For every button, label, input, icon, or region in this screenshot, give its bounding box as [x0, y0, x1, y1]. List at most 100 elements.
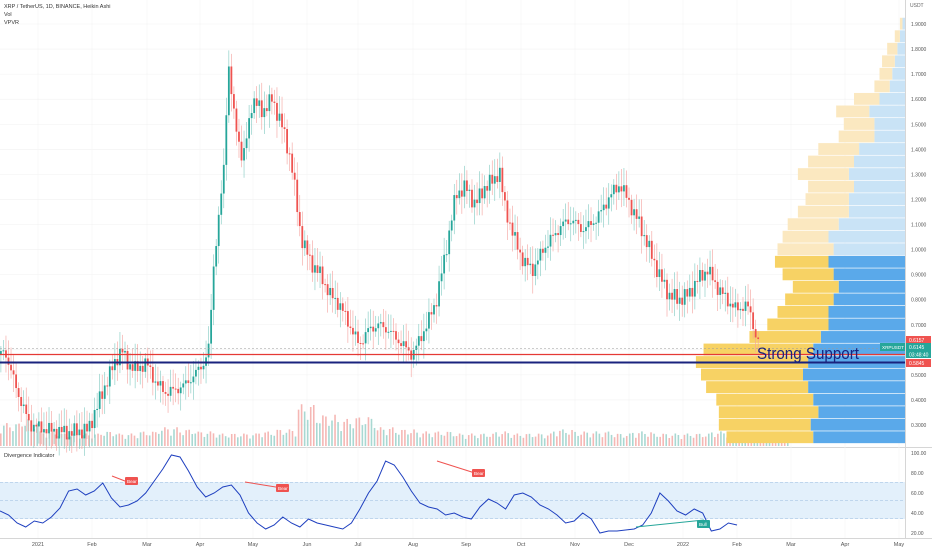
volume-bar [622, 437, 625, 446]
candle-body [341, 303, 344, 311]
oscillator-line [0, 454, 738, 534]
candle-body [443, 254, 446, 274]
bear-label-2[interactable] [276, 484, 289, 492]
volume-bar [63, 433, 66, 446]
candle-body [220, 193, 223, 215]
candle-body [303, 240, 306, 249]
strong-support-annotation[interactable]: Strong Support [757, 344, 859, 363]
candle-body [331, 287, 334, 299]
volume-bar [416, 432, 418, 446]
volume-bar [498, 436, 500, 446]
volume-bar [674, 433, 677, 446]
volume-bar [586, 432, 589, 446]
candle-body [0, 351, 2, 355]
bear-label-3-text: Bear [474, 471, 484, 476]
candle-body [390, 330, 392, 332]
vpvr-up-bar [820, 331, 905, 343]
vpvr-down-bar [777, 305, 829, 318]
candle-body [711, 266, 714, 281]
volume-bar [458, 433, 461, 446]
candle-body [438, 281, 440, 307]
candle-body [182, 383, 185, 388]
candle-body [354, 331, 357, 335]
volume-bar [680, 439, 683, 446]
vpvr-down-bar [843, 118, 875, 130]
volume-bar [170, 435, 172, 446]
volume-bar [54, 434, 57, 446]
candle-body [633, 209, 635, 216]
candle-body [498, 167, 501, 182]
time-tick-label: Jul [354, 542, 361, 548]
candle-body [574, 219, 577, 221]
candle-body [276, 102, 278, 121]
volume-bar [109, 432, 111, 446]
time-tick-label: Feb [732, 542, 741, 548]
candle-body [645, 235, 648, 248]
candle-body [557, 233, 559, 236]
volume-bar [495, 432, 497, 446]
bear-label-3[interactable] [472, 469, 485, 477]
candle-body [382, 322, 385, 328]
candle-body [739, 308, 742, 311]
candle-body [169, 386, 172, 396]
candle-body [96, 408, 99, 411]
volume-bar [598, 433, 601, 446]
volume-bar [212, 433, 215, 446]
candle-body [40, 421, 43, 433]
volume-bar [267, 431, 269, 446]
candle-body [187, 380, 190, 383]
vpvr-down-bar [782, 230, 829, 243]
candle-body [696, 280, 699, 282]
candle-body [731, 303, 734, 308]
candle-body [253, 98, 256, 114]
volume-bar [51, 431, 54, 446]
volume-bar [312, 404, 315, 446]
bear-label-1[interactable] [125, 477, 138, 485]
volume-bar [723, 433, 725, 446]
vpvr-down-bar [808, 155, 854, 168]
volume-bar [531, 437, 534, 446]
candle-body [488, 174, 491, 191]
candle-body [225, 115, 228, 165]
candle-body [151, 366, 154, 383]
bull-label[interactable] [697, 520, 710, 528]
volume-bar [540, 434, 543, 446]
volume-bar [224, 436, 227, 446]
candle-body [144, 358, 147, 372]
candle-body [314, 265, 316, 273]
volume-bar [653, 433, 655, 446]
vpvr-up-bar [854, 155, 905, 168]
volume-bar [376, 430, 379, 446]
candle-body [73, 423, 76, 436]
volume-bar [88, 435, 90, 446]
candle-body [559, 226, 562, 236]
volume-bar [373, 427, 376, 446]
volume-bar [443, 435, 446, 446]
bull-divergence-line [635, 519, 705, 528]
candle-body [162, 381, 164, 392]
candle-body [681, 297, 684, 305]
volume-bar [695, 434, 698, 446]
candle-body [212, 266, 215, 310]
candle-body [615, 184, 618, 193]
candle-body [301, 226, 304, 249]
candle-body [265, 108, 268, 112]
time-tick-label: Mar [786, 542, 796, 548]
volume-bar [577, 435, 579, 446]
vpvr-down-bar [854, 92, 880, 105]
vpvr-down-bar [777, 243, 834, 256]
volume-bar [0, 433, 2, 446]
volume-bar [66, 437, 69, 446]
vpvr-down-bar [767, 318, 829, 331]
time-axis[interactable]: 2021 Feb Mar Apr May Jun Jul Aug Sep Oct Nov Dec 202… [32, 542, 905, 548]
volume-bar [340, 431, 342, 446]
candle-body [101, 391, 104, 399]
candle-body [653, 258, 656, 261]
volume-bar [489, 436, 491, 446]
vpvr-up-bar [899, 30, 905, 43]
candle-body [268, 94, 271, 112]
volume-bar [546, 435, 549, 446]
volume-bar [568, 434, 570, 446]
